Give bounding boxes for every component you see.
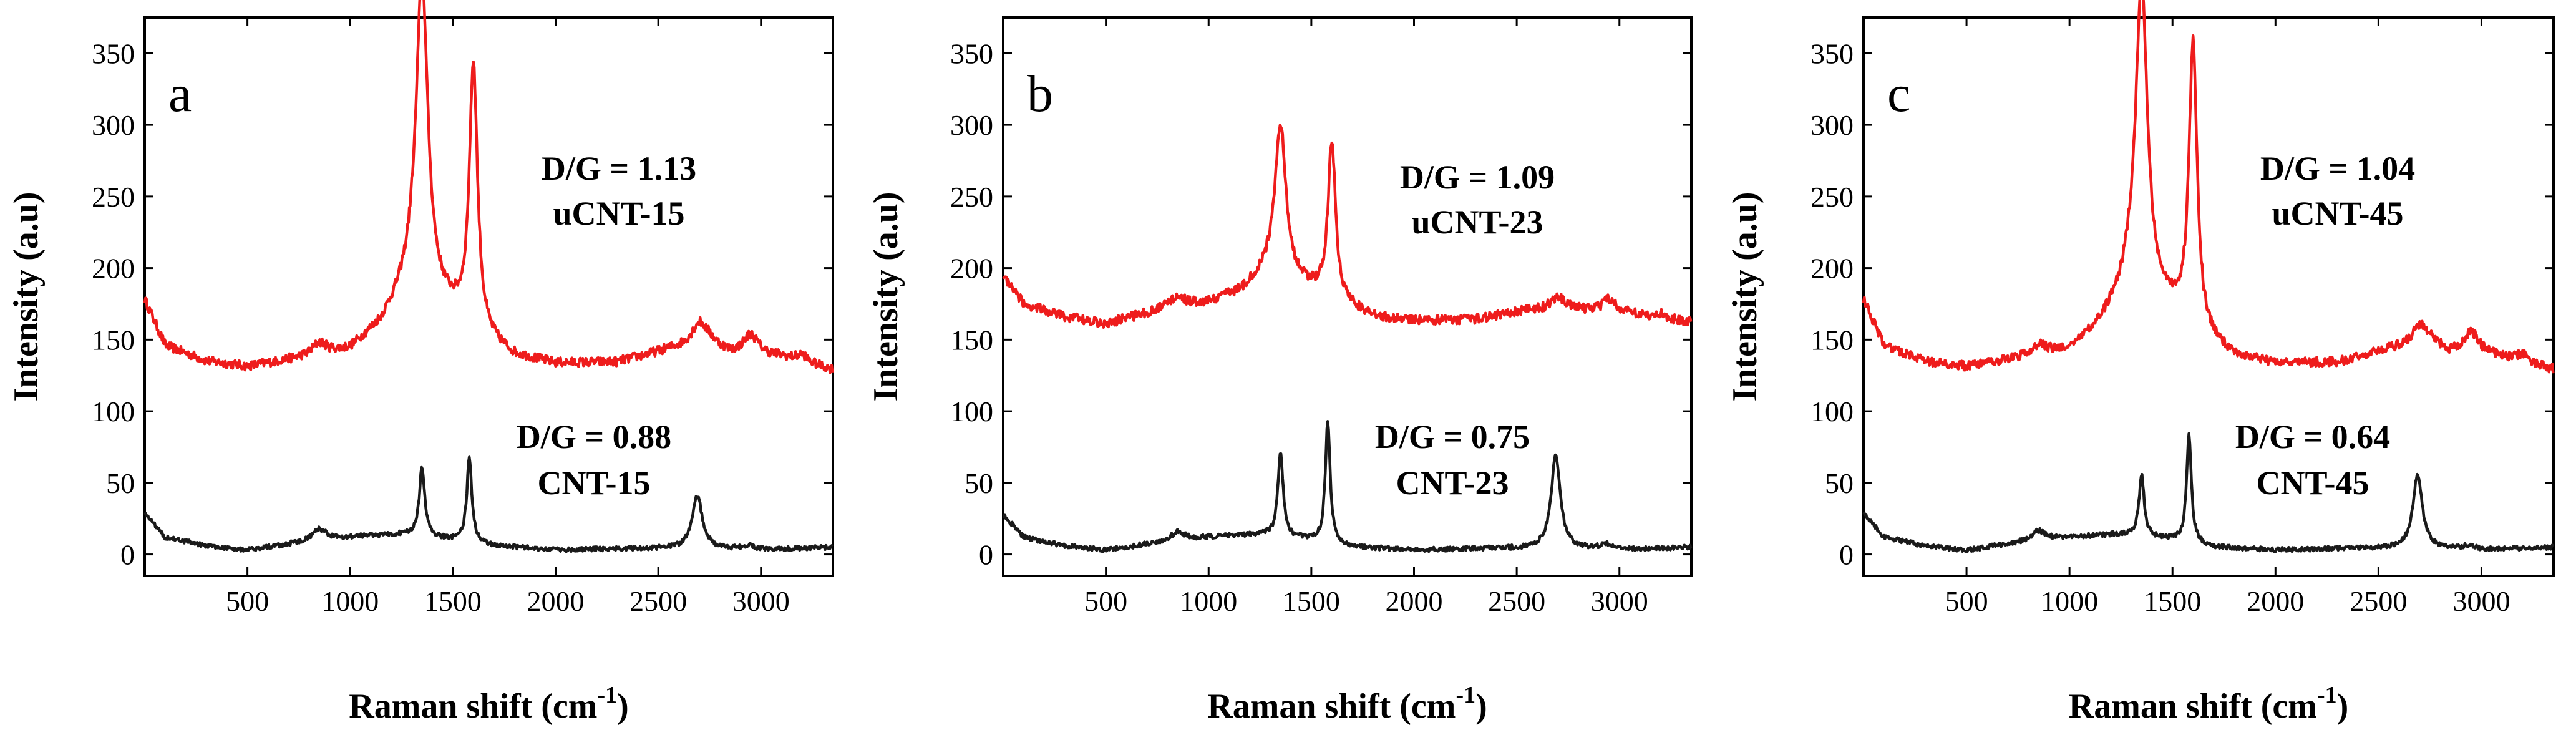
x-tick-label: 2000 <box>2247 585 2304 617</box>
spectrum-line-uCNT-45 <box>1862 0 2555 374</box>
spectrum-line-uCNT-23 <box>1002 124 1693 329</box>
panel-letter: a <box>168 65 192 123</box>
annotation-upper-0: D/G = 1.09 <box>1400 158 1555 196</box>
annotation-upper-1: uCNT-23 <box>1411 203 1543 241</box>
x-axis-title: Raman shift (cm-1) <box>2069 682 2349 726</box>
x-axis-title: Raman shift (cm-1) <box>349 682 629 726</box>
x-axis-title-end: ) <box>617 687 629 726</box>
y-tick-label: 250 <box>92 181 135 213</box>
annotation-upper-0: D/G = 1.13 <box>542 150 696 187</box>
annotation-lower-1: CNT-23 <box>1396 464 1509 502</box>
x-tick-label: 1000 <box>2041 585 2098 617</box>
y-tick-label: 250 <box>950 181 993 213</box>
plot-frame <box>1002 16 1693 577</box>
annotation-lower-0: D/G = 0.75 <box>1375 418 1530 455</box>
spectrum-line-CNT-45 <box>1862 432 2555 553</box>
chart-panel-a: 500 1000 1500 2000 2500 3000 0 50 100 150 200 250 30… <box>7 0 834 726</box>
x-tick-label: 2000 <box>527 585 585 617</box>
x-axis-title-end: ) <box>2337 687 2349 726</box>
chart-panel-c: 500 1000 1500 2000 2500 3000 0 50 100 150 200 250 30… <box>1726 0 2555 726</box>
x-axis-title: Raman shift (cm-1) <box>1207 682 1487 726</box>
annotation-lower-0: D/G = 0.88 <box>517 418 671 455</box>
y-tick-label: 0 <box>120 539 135 571</box>
x-tick-label: 2500 <box>2350 585 2407 617</box>
y-tick-label: 50 <box>1825 467 1854 499</box>
chart-panel-b: 500 1000 1500 2000 2500 3000 0 50 100 150 200 250 30… <box>867 16 1693 726</box>
x-tick-label: 3000 <box>1591 585 1648 617</box>
x-tick-label: 2500 <box>1488 585 1545 617</box>
spectrum-line-CNT-23 <box>1002 420 1693 553</box>
y-tick-label: 350 <box>92 37 135 69</box>
y-tick-label: 200 <box>1810 253 1854 285</box>
x-tick-label: 500 <box>1945 585 1988 617</box>
annotation-upper-0: D/G = 1.04 <box>2260 150 2415 187</box>
y-tick-label: 100 <box>1810 396 1854 427</box>
x-tick-label: 1000 <box>1180 585 1237 617</box>
y-tick-label: 200 <box>950 253 993 285</box>
plot-frame <box>143 16 834 577</box>
x-tick-label: 1500 <box>1283 585 1340 617</box>
y-tick-label: 350 <box>1810 37 1854 69</box>
y-tick-label: 200 <box>92 253 135 285</box>
x-tick-label: 3000 <box>732 585 790 617</box>
panel-letter: b <box>1027 65 1053 123</box>
y-tick-label: 300 <box>92 109 135 141</box>
x-axis-title-end: ) <box>1475 687 1487 726</box>
y-tick-label: 100 <box>92 396 135 427</box>
x-tick-label: 2500 <box>629 585 687 617</box>
y-tick-label: 100 <box>950 396 993 427</box>
x-tick-label: 1500 <box>424 585 482 617</box>
y-axis-title: Intensity (a.u) <box>7 192 46 401</box>
x-tick-label: 3000 <box>2452 585 2510 617</box>
y-axis-title: Intensity (a.u) <box>1726 192 1764 401</box>
x-tick-label: 1000 <box>321 585 379 617</box>
spectrum-line-uCNT-15 <box>143 0 834 374</box>
annotation-upper-1: uCNT-45 <box>2272 195 2403 232</box>
y-tick-label: 50 <box>106 467 135 499</box>
y-tick-label: 50 <box>965 467 993 499</box>
x-tick-label: 500 <box>1084 585 1127 617</box>
x-axis-title-sup: -1 <box>597 682 617 708</box>
annotation-upper-1: uCNT-15 <box>553 195 684 232</box>
y-tick-label: 250 <box>1810 181 1854 213</box>
x-axis-title-text: Raman shift (cm <box>2069 687 2317 726</box>
annotation-lower-1: CNT-45 <box>2256 464 2369 502</box>
x-axis-title-text: Raman shift (cm <box>1207 687 1456 726</box>
annotation-lower-1: CNT-15 <box>537 464 650 502</box>
y-tick-label: 300 <box>950 109 993 141</box>
x-axis-title-sup: -1 <box>2317 682 2337 708</box>
y-tick-label: 300 <box>1810 109 1854 141</box>
plot-frame <box>1862 16 2555 577</box>
annotation-lower-0: D/G = 0.64 <box>2235 418 2390 455</box>
x-axis-title-text: Raman shift (cm <box>349 687 597 726</box>
x-tick-label: 1500 <box>2144 585 2201 617</box>
x-tick-label: 2000 <box>1386 585 1443 617</box>
y-tick-label: 150 <box>92 324 135 356</box>
panel-letter: c <box>1887 65 1910 123</box>
y-tick-label: 150 <box>950 324 993 356</box>
spectrum-line-CNT-15 <box>143 455 834 553</box>
y-axis-title: Intensity (a.u) <box>867 192 905 401</box>
y-tick-label: 350 <box>950 37 993 69</box>
y-tick-label: 150 <box>1810 324 1854 356</box>
y-tick-label: 0 <box>979 539 993 571</box>
x-axis-title-sup: -1 <box>1456 682 1475 708</box>
x-tick-label: 500 <box>226 585 269 617</box>
y-tick-label: 0 <box>1839 539 1854 571</box>
